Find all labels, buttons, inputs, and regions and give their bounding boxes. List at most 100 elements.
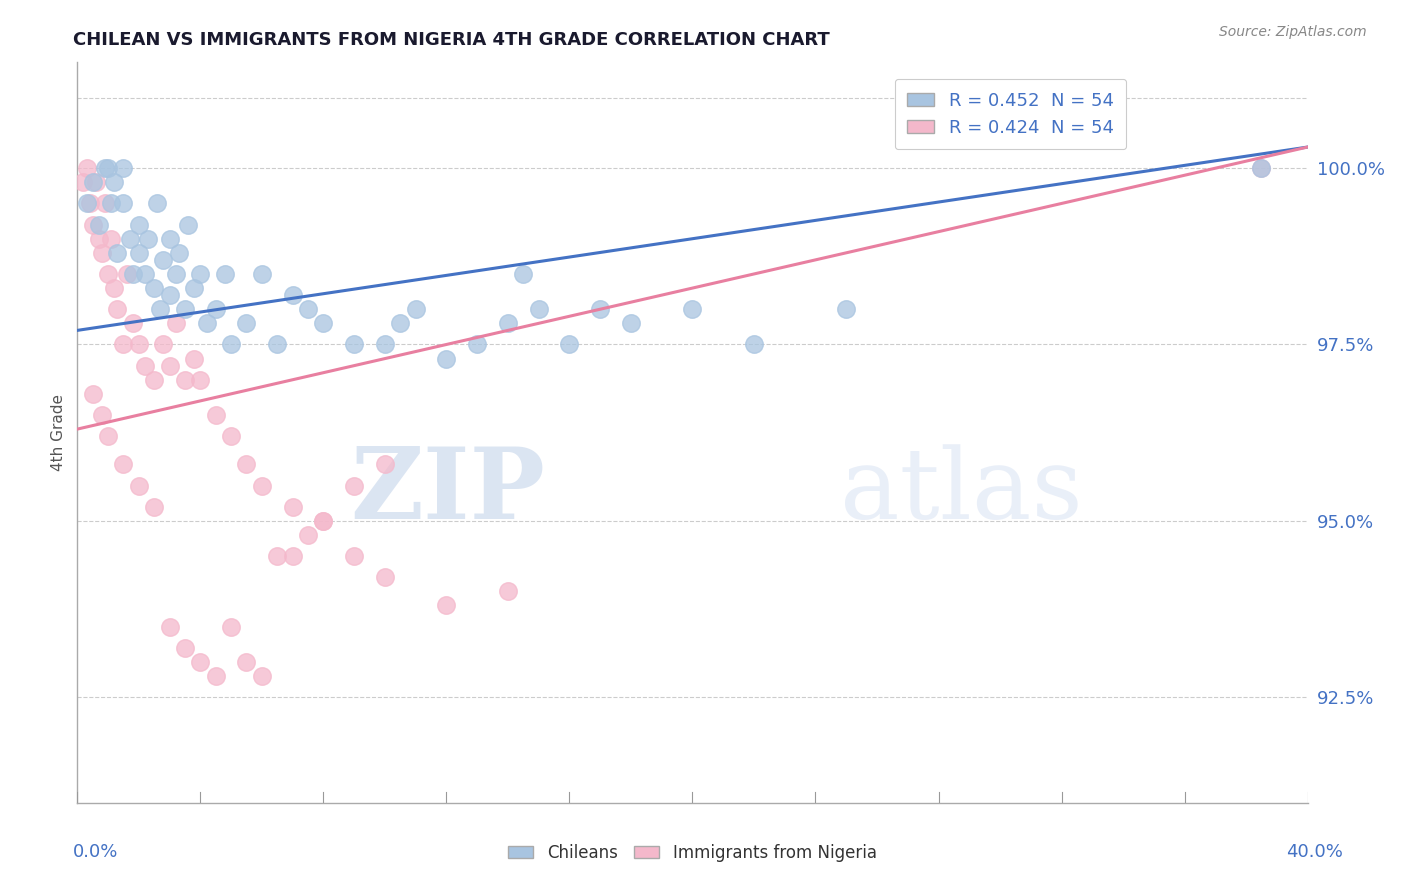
Point [682,302,704,317]
Point [100,232,122,246]
Point [496,584,519,599]
Y-axis label: 4th Grade: 4th Grade [51,394,66,471]
Point [134,267,156,281]
Point [297,528,319,542]
Point [374,458,396,472]
Point [87,218,110,232]
Point [94,196,117,211]
Legend: Chileans, Immigrants from Nigeria: Chileans, Immigrants from Nigeria [502,838,883,869]
Point [177,218,200,232]
Point [214,267,236,281]
Point [115,267,138,281]
Point [266,337,288,351]
Point [204,669,226,683]
Point [1250,161,1272,176]
Point [97,429,120,443]
Point [143,281,166,295]
Point [374,337,396,351]
Text: CHILEAN VS IMMIGRANTS FROM NIGERIA 4TH GRADE CORRELATION CHART: CHILEAN VS IMMIGRANTS FROM NIGERIA 4TH G… [73,31,830,49]
Point [97,161,120,176]
Point [82,387,104,401]
Point [496,316,519,330]
Point [149,302,172,317]
Point [152,252,174,267]
Point [82,175,104,189]
Point [620,316,643,330]
Point [235,655,257,669]
Point [159,232,181,246]
Point [297,302,319,317]
Point [76,161,98,176]
Point [128,218,150,232]
Point [143,373,166,387]
Point [103,175,125,189]
Point [90,408,114,422]
Point [589,302,612,317]
Point [84,175,107,189]
Point [90,245,114,260]
Point [152,337,174,351]
Point [465,337,488,351]
Point [174,373,197,387]
Point [405,302,427,317]
Text: Source: ZipAtlas.com: Source: ZipAtlas.com [1219,25,1367,39]
Point [112,196,135,211]
Text: atlas: atlas [841,444,1083,540]
Point [281,549,304,563]
Point [82,218,104,232]
Point [143,500,166,514]
Point [374,570,396,584]
Point [76,196,98,211]
Point [312,316,335,330]
Point [112,337,135,351]
Point [312,514,335,528]
Point [103,281,125,295]
Point [188,373,212,387]
Point [219,429,242,443]
Point [159,288,181,302]
Point [167,245,190,260]
Point [121,316,143,330]
Point [165,267,187,281]
Point [512,267,534,281]
Point [165,316,187,330]
Point [94,161,117,176]
Point [105,245,128,260]
Point [250,669,273,683]
Point [389,316,412,330]
Point [183,351,205,366]
Point [235,316,257,330]
Point [436,351,458,366]
Point [188,655,212,669]
Point [134,359,156,373]
Point [835,302,858,317]
Point [204,408,226,422]
Point [128,245,150,260]
Point [87,232,110,246]
Point [112,161,135,176]
Point [1250,161,1272,176]
Point [159,359,181,373]
Text: ZIP: ZIP [350,443,546,541]
Point [79,196,101,211]
Point [183,281,205,295]
Point [174,302,197,317]
Point [742,337,765,351]
Point [436,599,458,613]
Point [128,478,150,492]
Point [266,549,288,563]
Point [97,267,120,281]
Point [128,337,150,351]
Point [136,232,159,246]
Point [219,619,242,633]
Point [159,619,181,633]
Point [558,337,581,351]
Point [343,337,366,351]
Point [146,196,169,211]
Point [527,302,550,317]
Point [105,302,128,317]
Point [219,337,242,351]
Point [343,478,366,492]
Point [188,267,212,281]
Point [174,640,197,655]
